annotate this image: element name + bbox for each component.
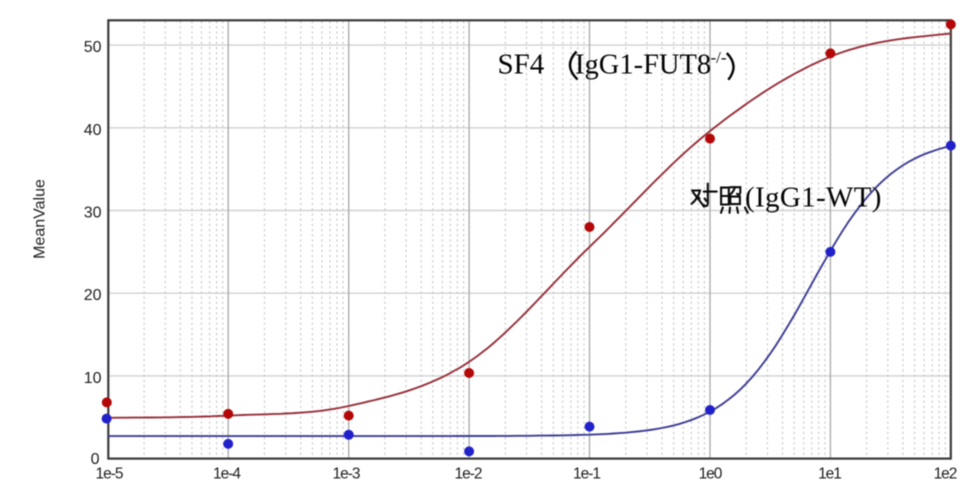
svg-text:SF4: SF4 — [498, 49, 545, 81]
svg-text:0: 0 — [91, 451, 100, 468]
svg-text:10: 10 — [84, 370, 102, 387]
svg-text:1e-4: 1e-4 — [213, 466, 241, 483]
svg-text:30: 30 — [84, 205, 102, 222]
svg-text:(IgG1-WT): (IgG1-WT) — [745, 182, 882, 214]
svg-text:1e2: 1e2 — [934, 466, 957, 483]
svg-text:1e0: 1e0 — [699, 466, 723, 483]
svg-text:40: 40 — [84, 122, 102, 139]
svg-text:1e-1: 1e-1 — [573, 466, 600, 483]
svg-text:1e1: 1e1 — [818, 466, 841, 483]
svg-text:1e-3: 1e-3 — [332, 466, 359, 483]
svg-text:IgG1-FUT8: IgG1-FUT8 — [575, 50, 711, 81]
svg-text:1e-2: 1e-2 — [454, 466, 481, 483]
svg-text:-/-: -/- — [711, 48, 727, 67]
svg-text:50: 50 — [84, 39, 102, 56]
svg-text:20: 20 — [84, 287, 102, 304]
svg-text:MeanValue: MeanValue — [32, 179, 49, 259]
svg-text:1e-5: 1e-5 — [95, 466, 122, 483]
